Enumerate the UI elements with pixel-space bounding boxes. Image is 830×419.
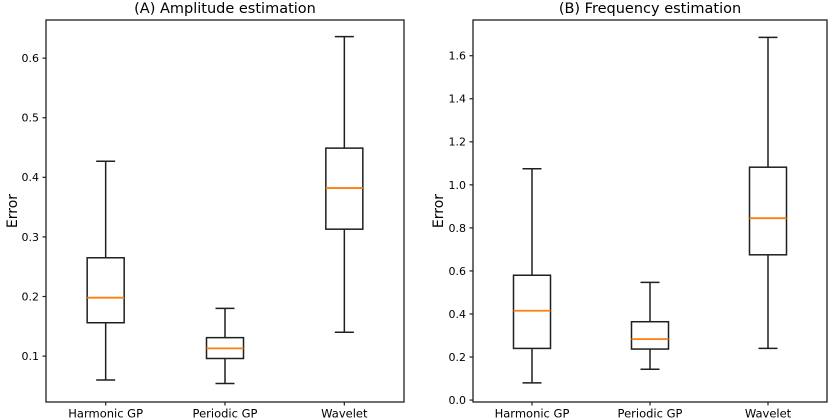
y-tick-label: 0.5 [22, 112, 40, 125]
subplot-frequency: 0.0 0.2 0.4 0.6 0.8 1.0 1.2 1.4 1.6 Harmonic GP Pe… [449, 19, 828, 419]
y-tick-label: 0.0 [449, 394, 467, 407]
subplot-amplitude: 0.1 0.2 0.3 0.4 0.5 0.6 Harmonic GP Periodic GP… [22, 19, 405, 419]
y-tick-label: 0.3 [22, 231, 40, 244]
subplot-a-title: (A) Amplitude estimation [134, 1, 316, 17]
subplot-a-y-axis-label: Error [5, 193, 21, 229]
iqr-box [86, 257, 125, 324]
iqr-box [512, 274, 552, 350]
y-tick-label: 0.6 [449, 265, 467, 278]
y-tick-label: 0.4 [449, 308, 467, 321]
subplot-b-y-axis-label: Error [431, 193, 447, 229]
y-tick-label: 1.6 [449, 50, 467, 63]
boxplot-harmonic-gp [86, 160, 125, 381]
y-tick-label: 0.2 [449, 351, 467, 364]
boxplot-periodic-gp [630, 281, 670, 371]
boxplot-periodic-gp [205, 307, 245, 385]
boxplot-wavelet [748, 36, 788, 350]
x-category-label: Harmonic GP [495, 407, 570, 419]
iqr-box [748, 166, 788, 256]
subplot-b-title: (B) Frequency estimation [558, 1, 742, 17]
boxplot-harmonic-gp [512, 167, 552, 384]
iqr-box [630, 320, 670, 350]
y-tick-label: 1.4 [449, 93, 467, 106]
x-category-label: Periodic GP [618, 407, 683, 419]
boxplot-wavelet [325, 35, 364, 334]
x-category-label: Harmonic GP [68, 407, 143, 419]
x-category-label: Wavelet [321, 407, 368, 419]
x-category-label: Wavelet [745, 407, 792, 419]
y-tick-label: 1.2 [449, 136, 467, 149]
y-tick-label: 0.2 [22, 290, 40, 303]
y-tick-label: 1.0 [449, 179, 467, 192]
x-category-label: Periodic GP [193, 407, 258, 419]
y-tick-label: 0.1 [22, 350, 40, 363]
y-tick-label: 0.4 [22, 171, 40, 184]
y-tick-label: 0.6 [22, 52, 40, 65]
y-tick-label: 0.8 [449, 222, 467, 235]
